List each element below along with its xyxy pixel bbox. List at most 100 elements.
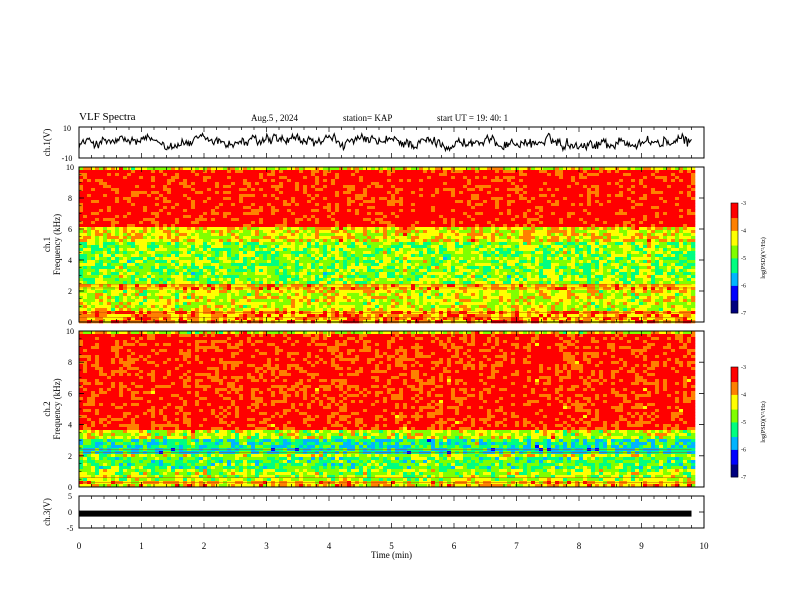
colorbar-cell (731, 309, 738, 312)
date-label: Aug.5 , 2024 (251, 113, 298, 123)
colorbar-cell (731, 433, 738, 436)
colorbar-tick-label: -3 (741, 201, 746, 207)
y-tick-label: 6 (68, 225, 72, 234)
y-tick-label: 10 (63, 124, 71, 133)
colorbar-cell (731, 466, 738, 469)
colorbar-cell (731, 219, 738, 222)
colorbar-cell (731, 247, 738, 250)
colorbar-cell (731, 230, 738, 233)
x-tick-label: 0 (77, 541, 82, 551)
colorbar-cell (731, 267, 738, 270)
colorbar-cell (731, 438, 738, 441)
x-tick-label: 1 (139, 541, 144, 551)
colorbar-cell (731, 387, 738, 390)
y-tick-label: 2 (68, 287, 72, 296)
colorbar-cell (731, 215, 738, 219)
colorbar-cell (731, 294, 738, 297)
colorbar-tick-label: -7 (741, 311, 746, 317)
colorbar-cell (731, 269, 738, 272)
colorbar-cell (731, 217, 738, 220)
colorbar-cell (731, 292, 738, 296)
y-tick-label: 0 (68, 483, 72, 492)
colorbar-cell (731, 367, 738, 370)
x-tick-label: 10 (700, 541, 710, 551)
colorbar-cell (731, 311, 738, 314)
colorbar-cell (731, 423, 738, 427)
ch3-signal-trace (79, 510, 692, 517)
colorbar-cell (731, 372, 738, 375)
colorbar-cell (731, 239, 738, 242)
colorbar-cell (731, 455, 738, 458)
ch2-spectrogram-ylabel-channel: ch.2 (42, 401, 52, 416)
colorbar-cell (731, 281, 738, 285)
colorbar-cell (731, 278, 738, 281)
colorbar-cell (731, 283, 738, 286)
colorbar-cell (731, 398, 738, 401)
colorbar-cell (731, 467, 738, 471)
ch1-waveform-trace (78, 131, 692, 153)
colorbar-cell (731, 462, 738, 465)
x-tick-label: 2 (202, 541, 207, 551)
colorbar-cell (731, 232, 738, 235)
x-tick-label: 5 (389, 541, 394, 551)
colorbar-cell (731, 383, 738, 386)
ch1-spectrogram-cells (79, 167, 696, 324)
colorbar-cell (731, 226, 738, 230)
colorbar-cell (731, 298, 738, 301)
colorbar-frame (730, 202, 739, 314)
colorbar-cell (731, 403, 738, 406)
colorbar-cell (731, 276, 738, 279)
colorbar-cell (731, 208, 738, 211)
colorbar-cell (731, 471, 738, 474)
colorbar-cell (731, 405, 738, 408)
y-tick-label: 6 (68, 389, 72, 398)
colorbar-cell (731, 469, 738, 472)
colorbar-cell (731, 259, 738, 263)
ch2-spectrogram-ylabel: Frequency (kHz) (52, 378, 62, 439)
x-tick-label: 7 (514, 541, 519, 551)
colorbar-tick-label: -6 (741, 448, 746, 454)
colorbar-cell (731, 236, 738, 239)
colorbar-cell (731, 401, 738, 405)
colorbar-cell (731, 206, 738, 209)
colorbar-cell (731, 449, 738, 452)
colorbar-cell (731, 473, 738, 476)
colorbar-cell (731, 456, 738, 460)
colorbar-cell (731, 394, 738, 397)
x-tick-label: 8 (577, 541, 582, 551)
ch2-spectrogram-cells (79, 331, 696, 488)
colorbar-cell (731, 464, 738, 467)
colorbar-cell (731, 368, 738, 372)
colorbar-cell (731, 420, 738, 423)
y-tick-label: 10 (66, 163, 74, 172)
colorbar-tick-label: -7 (741, 475, 746, 481)
colorbar-frame (730, 366, 739, 478)
colorbar-cell (731, 392, 738, 395)
colorbar-cell (731, 210, 738, 213)
colorbar-tick-label: -5 (741, 420, 746, 426)
colorbar-cell (731, 434, 738, 438)
colorbar-cell (731, 407, 738, 410)
chart-title: VLF Spectra (79, 111, 136, 123)
y-tick-label: 0 (68, 318, 72, 327)
x-tick-label: 9 (639, 541, 644, 551)
colorbar-cell (731, 418, 738, 421)
x-tick-label: 3 (264, 541, 269, 551)
colorbar-cell (731, 228, 738, 231)
ch1-waveform-ylabel: ch.1(V) (42, 129, 52, 157)
colorbar-cell (731, 272, 738, 275)
colorbar-tick-label: -3 (741, 365, 746, 371)
ch2-spectrogram-colorbar-label: log(PSD)(V²/Hz) (760, 401, 767, 442)
y-tick-label: 5 (68, 492, 72, 501)
colorbar-cell (731, 440, 738, 443)
y-tick-label: -5 (67, 524, 74, 533)
colorbar-cell (731, 436, 738, 439)
colorbar-cell (731, 381, 738, 384)
colorbar-cell (731, 243, 738, 246)
colorbar-cell (731, 425, 738, 428)
colorbar-cell (731, 252, 738, 255)
colorbar-cell (731, 370, 738, 373)
colorbar-cell (731, 274, 738, 277)
colorbar-cell (731, 389, 738, 392)
